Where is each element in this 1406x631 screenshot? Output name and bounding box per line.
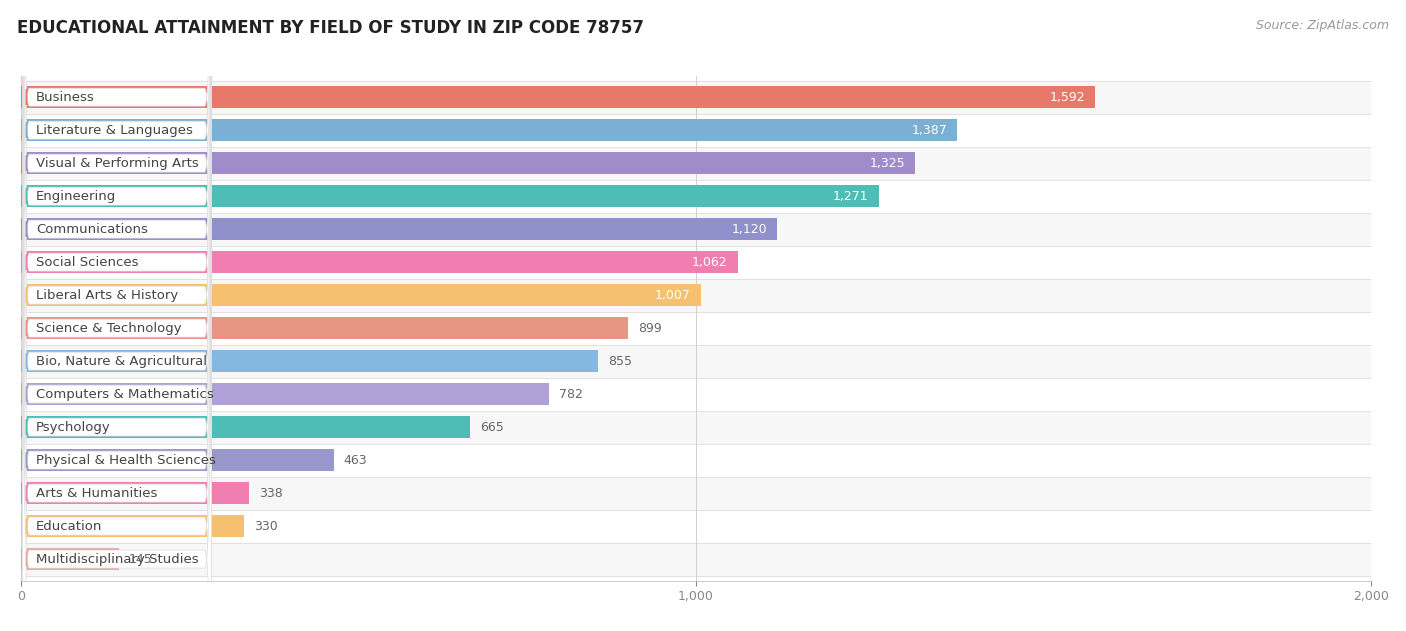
Bar	[21, 213, 1371, 245]
Text: EDUCATIONAL ATTAINMENT BY FIELD OF STUDY IN ZIP CODE 78757: EDUCATIONAL ATTAINMENT BY FIELD OF STUDY…	[17, 19, 644, 37]
Bar	[21, 345, 1371, 377]
Text: 463: 463	[343, 454, 367, 466]
Bar	[21, 416, 470, 439]
Text: 338: 338	[259, 487, 283, 500]
Text: Psychology: Psychology	[37, 421, 111, 433]
FancyBboxPatch shape	[22, 0, 211, 451]
Bar	[21, 312, 1371, 345]
FancyBboxPatch shape	[22, 238, 211, 631]
Text: 855: 855	[609, 355, 633, 368]
FancyBboxPatch shape	[22, 40, 211, 631]
Bar	[21, 251, 738, 273]
Text: 1,007: 1,007	[655, 288, 690, 302]
Text: Social Sciences: Social Sciences	[37, 256, 138, 269]
Text: Multidisciplinary Studies: Multidisciplinary Studies	[37, 553, 198, 565]
Text: Communications: Communications	[37, 223, 148, 235]
Text: Literature & Languages: Literature & Languages	[37, 124, 193, 137]
Bar	[21, 245, 1371, 279]
Text: 145: 145	[129, 553, 153, 565]
Text: 1,592: 1,592	[1050, 91, 1085, 103]
FancyBboxPatch shape	[22, 139, 211, 631]
Bar	[21, 377, 1371, 411]
Text: Computers & Mathematics: Computers & Mathematics	[37, 387, 214, 401]
Bar	[21, 444, 1371, 476]
FancyBboxPatch shape	[22, 0, 211, 418]
Text: 782: 782	[560, 387, 583, 401]
Text: 1,387: 1,387	[911, 124, 948, 137]
Bar	[21, 543, 1371, 575]
Bar	[21, 476, 1371, 510]
Text: Engineering: Engineering	[37, 190, 117, 203]
Bar	[21, 317, 628, 339]
Bar	[21, 146, 1371, 180]
FancyBboxPatch shape	[22, 7, 211, 631]
Text: Visual & Performing Arts: Visual & Performing Arts	[37, 156, 198, 170]
Text: Liberal Arts & History: Liberal Arts & History	[37, 288, 179, 302]
Text: Bio, Nature & Agricultural: Bio, Nature & Agricultural	[37, 355, 207, 368]
Text: Science & Technology: Science & Technology	[37, 322, 181, 334]
Text: Arts & Humanities: Arts & Humanities	[37, 487, 157, 500]
Bar	[21, 81, 1371, 114]
Bar	[21, 411, 1371, 444]
FancyBboxPatch shape	[22, 0, 211, 616]
Bar	[21, 180, 1371, 213]
FancyBboxPatch shape	[22, 0, 211, 484]
Text: 330: 330	[254, 519, 277, 533]
Text: Education: Education	[37, 519, 103, 533]
Bar	[21, 383, 548, 405]
Bar	[21, 515, 243, 538]
Bar	[21, 279, 1371, 312]
FancyBboxPatch shape	[22, 205, 211, 631]
Text: Source: ZipAtlas.com: Source: ZipAtlas.com	[1256, 19, 1389, 32]
FancyBboxPatch shape	[22, 0, 211, 550]
Bar	[21, 548, 120, 570]
FancyBboxPatch shape	[22, 0, 211, 583]
Bar	[21, 119, 957, 141]
Text: 1,325: 1,325	[869, 156, 905, 170]
FancyBboxPatch shape	[22, 106, 211, 631]
Bar	[21, 86, 1095, 109]
Bar	[21, 152, 915, 174]
Bar	[21, 218, 778, 240]
FancyBboxPatch shape	[22, 0, 211, 517]
Text: 1,062: 1,062	[692, 256, 728, 269]
Text: 1,120: 1,120	[731, 223, 766, 235]
Bar	[21, 114, 1371, 146]
Bar	[21, 284, 700, 306]
FancyBboxPatch shape	[22, 73, 211, 631]
Text: Physical & Health Sciences: Physical & Health Sciences	[37, 454, 215, 466]
Bar	[21, 482, 249, 504]
Bar	[21, 185, 879, 208]
Text: 665: 665	[479, 421, 503, 433]
Text: 899: 899	[638, 322, 662, 334]
Text: Business: Business	[37, 91, 94, 103]
Bar	[21, 510, 1371, 543]
Text: 1,271: 1,271	[834, 190, 869, 203]
Bar	[21, 449, 333, 471]
FancyBboxPatch shape	[22, 172, 211, 631]
Bar	[21, 350, 598, 372]
